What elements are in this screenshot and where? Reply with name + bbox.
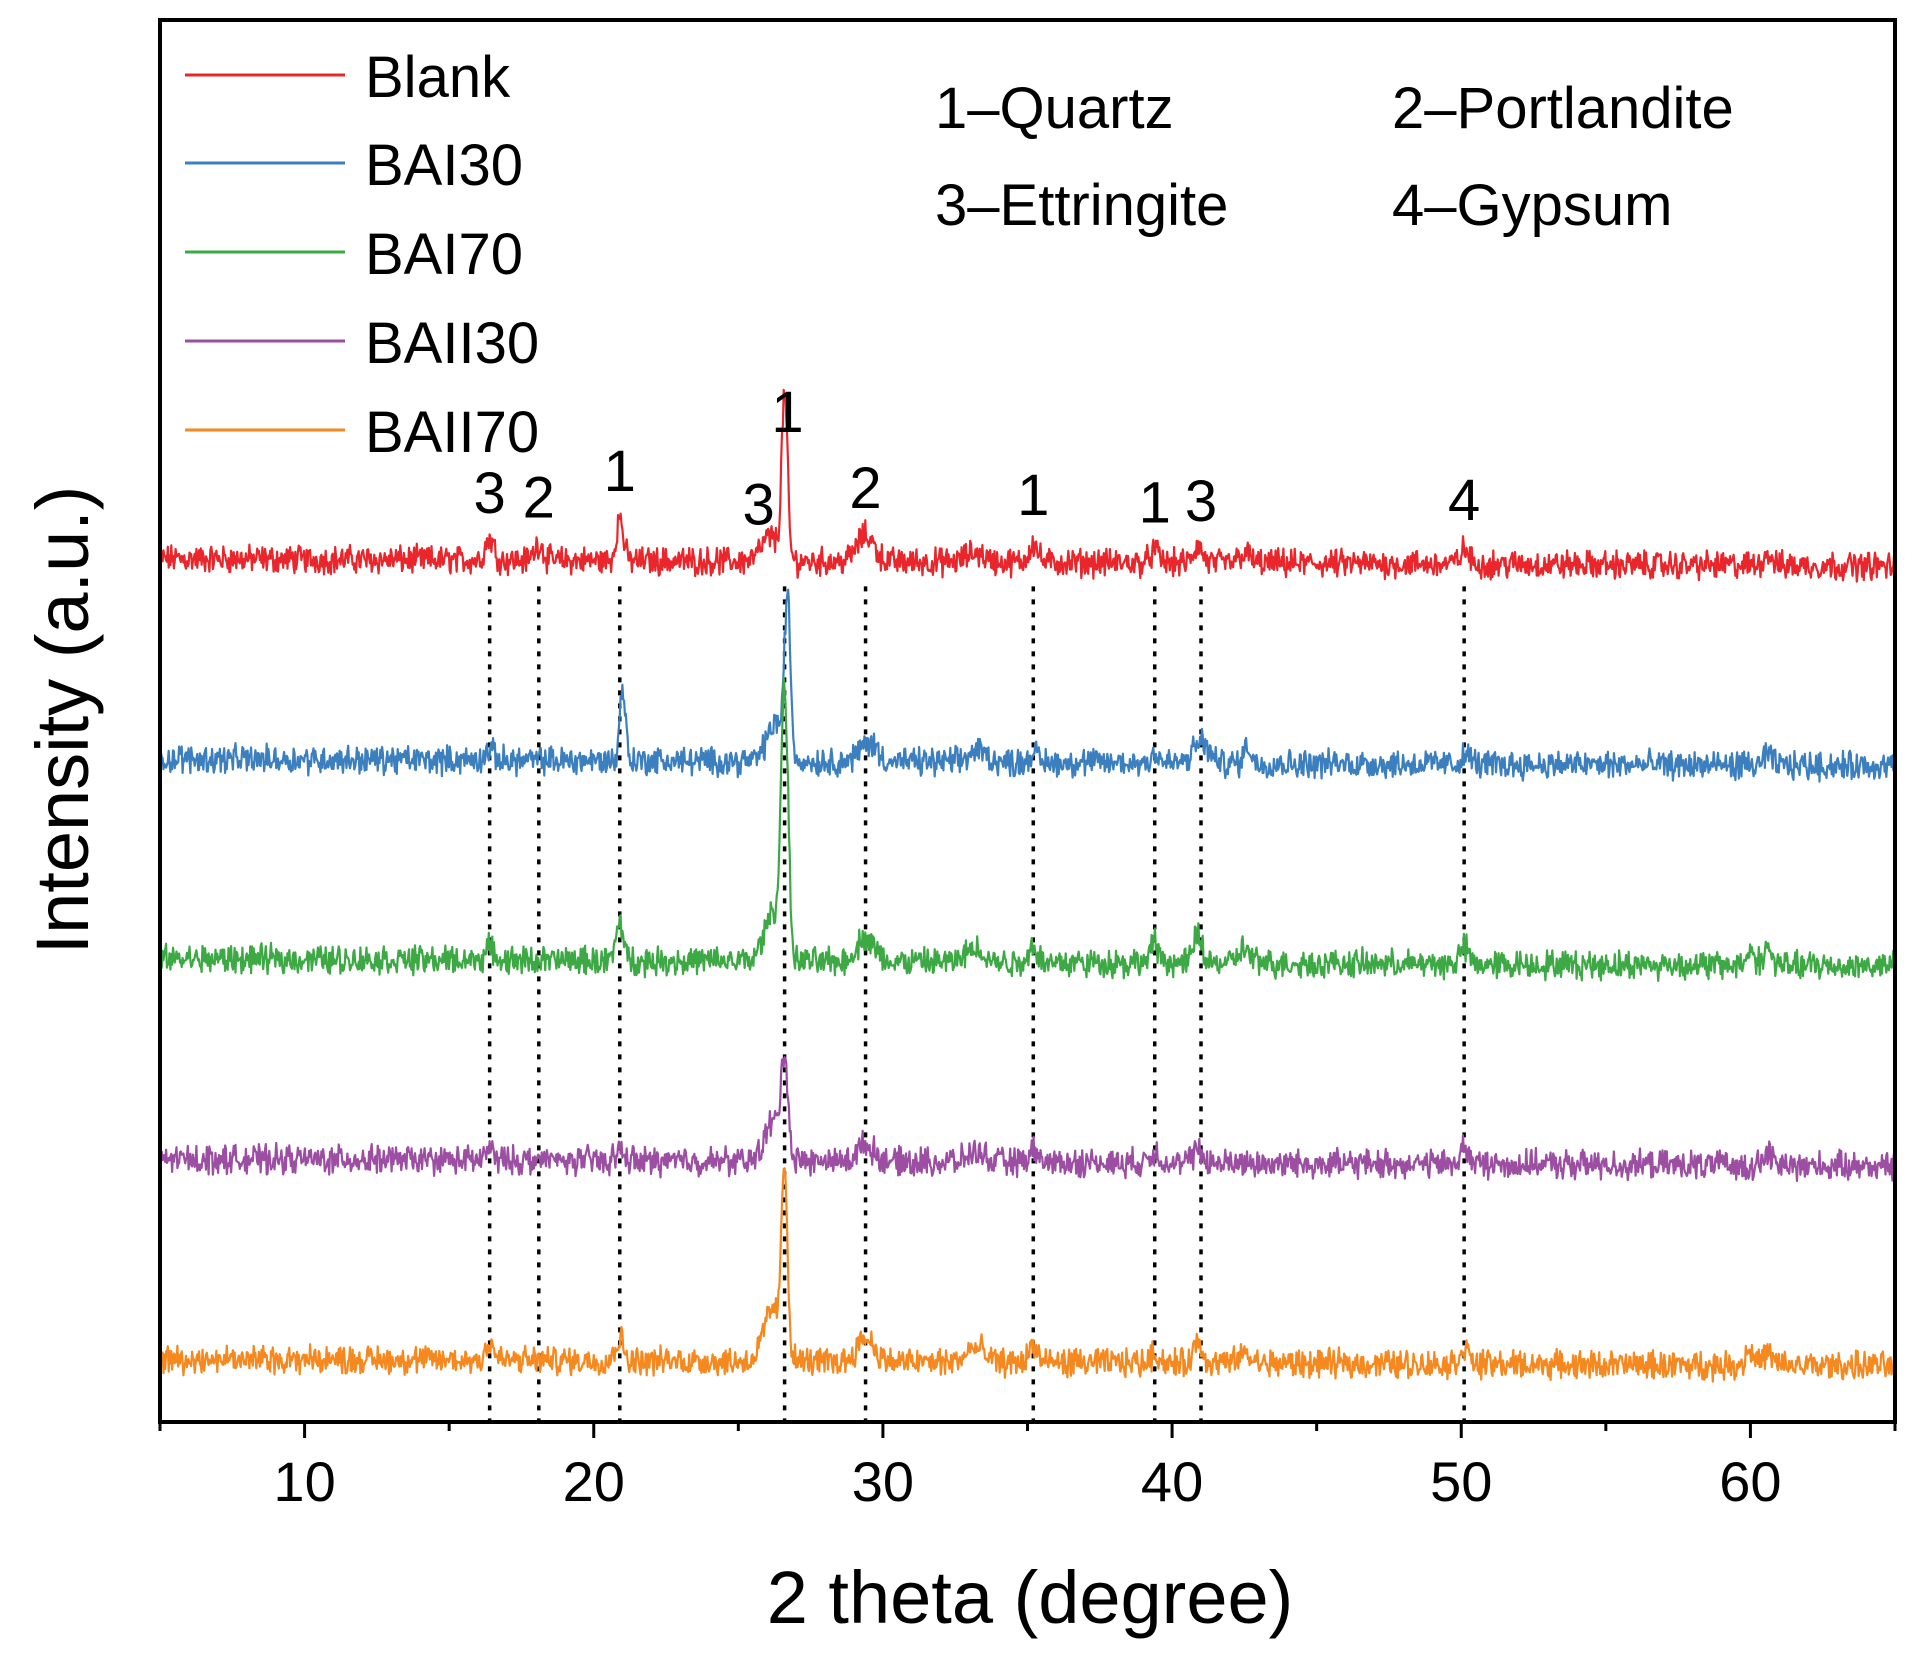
peak-label: 2 <box>849 456 881 521</box>
peak-label: 1 <box>1017 463 1049 528</box>
peak-label: 3 <box>742 473 774 538</box>
x-tick-label: 40 <box>1141 1450 1203 1513</box>
legend: Blank BAI30 BAI70 BAII30 BAII70 <box>185 45 539 465</box>
series-line-baii70 <box>158 1167 1896 1383</box>
x-tick-label: 30 <box>852 1450 914 1513</box>
series-line-bai70 <box>158 676 1897 983</box>
legend-label-bai70: BAI70 <box>365 222 523 287</box>
series-line-blank <box>158 388 1897 583</box>
peak-label: 4 <box>1448 468 1480 533</box>
peak-label: 3 <box>474 461 506 526</box>
legend-label-baii30: BAII30 <box>365 311 539 376</box>
legend-label-bai30: BAI30 <box>365 133 523 198</box>
peak-label: 2 <box>523 466 555 531</box>
legend-label-baii70: BAII70 <box>365 400 539 465</box>
phase-key: 1–Quartz 2–Portlandite 3–Ettringite 4–Gy… <box>935 76 1734 238</box>
legend-label-blank: Blank <box>365 45 511 110</box>
x-axis-ticks: 10 20 30 40 50 60 <box>158 1422 1897 1513</box>
series-line-baii30 <box>158 1056 1897 1183</box>
peak-label: 1 <box>771 380 803 445</box>
peak-label: 1 <box>1139 470 1171 535</box>
series-line-bai30 <box>158 588 1897 783</box>
x-tick-label: 10 <box>273 1450 335 1513</box>
reference-lines <box>487 586 1466 1422</box>
x-tick-label: 20 <box>563 1450 625 1513</box>
y-axis-title: Intensity (a.u.) <box>21 486 104 955</box>
peak-label: 1 <box>604 439 636 504</box>
phase-key-ettringite: 3–Ettringite <box>935 173 1228 238</box>
x-tick-label: 60 <box>1719 1450 1781 1513</box>
x-tick-label: 50 <box>1430 1450 1492 1513</box>
series-layer <box>158 388 1897 1383</box>
peak-label: 3 <box>1185 469 1217 534</box>
phase-key-quartz: 1–Quartz <box>935 76 1174 141</box>
x-axis-title: 2 theta (degree) <box>767 1556 1294 1639</box>
phase-key-portlandite: 2–Portlandite <box>1392 76 1734 141</box>
phase-key-gypsum: 4–Gypsum <box>1392 173 1672 238</box>
